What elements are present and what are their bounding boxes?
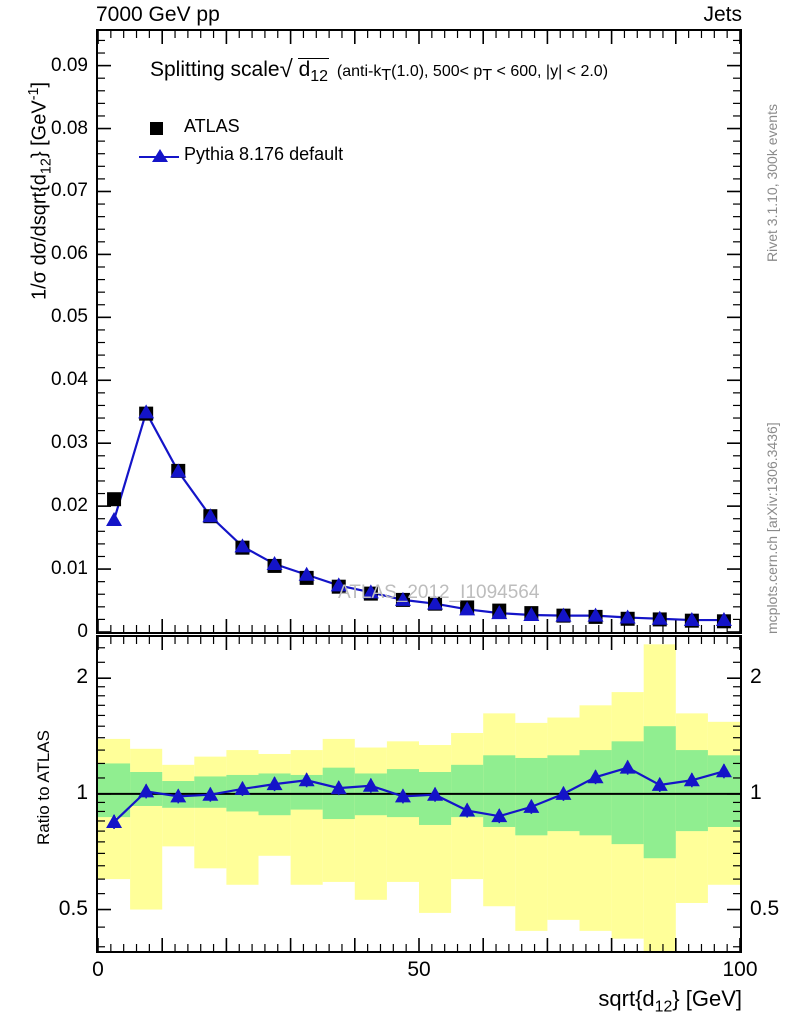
- rivet-version-note: Rivet 3.1.10, 300k events: [764, 104, 780, 262]
- main-y-tick-label: 0.04: [51, 369, 88, 391]
- legend-pythia-label: Pythia 8.176 default: [184, 144, 344, 164]
- plot-title-radicand: d: [298, 58, 311, 81]
- x-tick-label: 100: [722, 958, 758, 981]
- x-axis-label-post: } [GeV]: [672, 986, 742, 1011]
- main-y-axis-label-sup: -1: [26, 87, 42, 101]
- ratio-plot-canvas: [98, 637, 740, 951]
- main-y-axis-label-sub: 12: [38, 158, 55, 175]
- main-y-tick-label: 0.01: [51, 558, 88, 580]
- ratio-y-tick-label-left: 2: [76, 665, 88, 689]
- legend-pythia-marker-icon: [152, 149, 168, 162]
- x-tick-label: 0: [92, 958, 104, 981]
- header-process-label: Jets: [703, 3, 742, 26]
- x-axis-label-pre: sqrt{d: [598, 986, 655, 1011]
- ratio-y-tick-label-right: 1: [750, 780, 762, 804]
- main-y-tick-label: 0.06: [51, 243, 88, 265]
- plot-title-detail: (anti-k: [336, 63, 382, 80]
- ratio-y-tick-label-left: 0.5: [58, 896, 88, 920]
- main-y-tick-label: 0.08: [51, 117, 88, 139]
- main-y-tick-label: 0.03: [51, 432, 88, 454]
- plot-title-detail2-sub: T: [482, 67, 493, 85]
- plot-title-main: Splitting scale: [150, 58, 280, 81]
- ratio-y-tick-label-right: 2: [750, 665, 762, 689]
- main-y-tick-label: 0.07: [51, 180, 88, 202]
- analysis-watermark: ATLAS_2012_I1094564: [338, 582, 540, 603]
- ratio-y-tick-label-left: 1: [76, 780, 88, 804]
- mcplots-source-note: mcplots.cern.ch [arXiv:1306.3436]: [764, 422, 780, 634]
- plot-title-radicand-sub: 12: [310, 68, 329, 86]
- x-axis-label-sub: 12: [654, 998, 673, 1016]
- main-y-tick-label: 0.05: [51, 306, 88, 328]
- ratio-y-tick-label-right: 0.5: [750, 896, 780, 920]
- main-y-axis-label-end: ]: [28, 81, 51, 88]
- plot-title-detail-sub: T: [381, 67, 392, 85]
- plot-title: Splitting scale √ d12 (anti-kT(1.0), 500…: [150, 56, 609, 86]
- plot-title-detail2: (1.0), 500< p: [391, 63, 483, 80]
- header-beam-label: 7000 GeV pp: [96, 3, 220, 26]
- x-tick-label: 50: [407, 958, 431, 981]
- main-y-tick-label: 0: [77, 621, 88, 642]
- legend-atlas-label: ATLAS: [184, 116, 240, 136]
- x-axis-label: sqrt{d12} [GeV]: [598, 988, 742, 1015]
- main-y-tick-label: 0.02: [51, 495, 88, 517]
- main-plot-canvas: [98, 31, 740, 632]
- plot-title-detail3: < 600, |y| < 2.0): [492, 63, 609, 80]
- legend-atlas-marker-icon: [150, 122, 163, 135]
- main-y-tick-label: 0.09: [51, 54, 88, 76]
- ratio-plot-panel: [96, 635, 742, 953]
- main-plot-panel: [96, 29, 742, 634]
